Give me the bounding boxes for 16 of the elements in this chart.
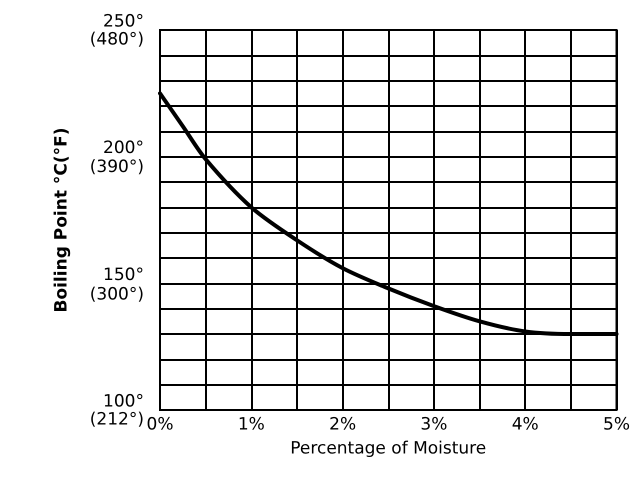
x-tick-label: 3% (420, 414, 448, 434)
y2-tick-label: (300°) (90, 284, 144, 305)
y-tick-label: 100° (103, 392, 144, 412)
y2-tick-label: (390°) (90, 157, 144, 178)
y2-tick-label: (480°) (90, 30, 144, 50)
y-tick-label: 150° (103, 264, 144, 285)
y-tick-label: 200° (103, 138, 144, 158)
y2-axis-title: Boiling Point °C(°F) (52, 127, 72, 313)
y-tick-label: 250° (103, 12, 144, 32)
x-tick-label: 0% (146, 414, 174, 434)
y2-tick-label: (212°) (90, 410, 144, 430)
x-tick-label: 5% (603, 414, 630, 434)
x-axis-title: Percentage of Moisture (290, 438, 486, 458)
x-tick-label: 1% (238, 414, 265, 434)
x-tick-label: 4% (512, 414, 539, 434)
x-tick-label: 2% (329, 414, 356, 434)
